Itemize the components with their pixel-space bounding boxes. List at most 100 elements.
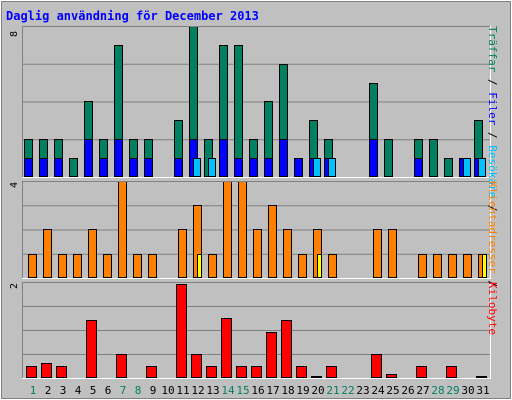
sites-bar-25 <box>388 229 397 278</box>
kbytes-ymax-label: 2 <box>9 283 20 289</box>
x-tick-label-30: 30 <box>461 384 474 397</box>
panel-sites-right-label-part: Klientadresser <box>486 181 499 274</box>
x-tick-label-20: 20 <box>311 384 324 397</box>
chart-title: Daglig användning för December 2013 <box>6 9 259 23</box>
sites-bar-29 <box>448 254 457 278</box>
x-tick-label-3: 3 <box>60 384 67 397</box>
sites-bar-27 <box>418 254 427 278</box>
kbytes-bar-19 <box>296 366 307 378</box>
sites-bar-30 <box>463 254 472 278</box>
sites-bar-13 <box>208 254 217 278</box>
x-tick-label-10: 10 <box>161 384 174 397</box>
x-tick-label-1: 1 <box>30 384 37 397</box>
bars <box>24 26 487 378</box>
sites-bar-11 <box>178 229 187 278</box>
x-tick-label-25: 25 <box>386 384 399 397</box>
x-tick-label-14: 14 <box>221 384 235 397</box>
files-bar-11 <box>174 158 183 177</box>
gridlines <box>22 63 490 355</box>
kbytes-bar-17 <box>266 332 277 378</box>
x-tick-label-8: 8 <box>135 384 142 397</box>
panel-hits-right-label-part: Träffar <box>486 26 499 73</box>
files-bar-3 <box>54 158 63 177</box>
sites-ymax-label: 4 <box>9 182 20 188</box>
hits-bar-15 <box>234 45 243 177</box>
files-bar-27 <box>414 158 423 177</box>
kbytes-bar-20 <box>311 376 322 378</box>
visits-bar-20 <box>313 158 321 177</box>
sites-bar-7 <box>118 181 127 278</box>
files-bar-14 <box>219 139 228 177</box>
kbytes-bar-31 <box>476 376 487 378</box>
x-tick-label-23: 23 <box>356 384 369 397</box>
sites-bar-4 <box>73 254 82 278</box>
visits-bar-30 <box>463 158 471 177</box>
hits-bar-29 <box>444 158 453 177</box>
sites-bar-17 <box>268 205 277 278</box>
sites-alt-bar-20 <box>317 254 322 278</box>
files-bar-7 <box>114 139 123 177</box>
kbytes-bar-3 <box>56 366 67 378</box>
sites-alt-bar-12 <box>197 254 202 278</box>
x-tick-label-18: 18 <box>281 384 294 397</box>
sites-bar-14 <box>223 181 232 278</box>
kbytes-bar-21 <box>326 366 337 378</box>
files-bar-17 <box>264 158 273 177</box>
panel-kbytes-right-label-part: Kilobyte <box>486 282 499 335</box>
sites-bar-28 <box>433 254 442 278</box>
x-tick-label-22: 22 <box>341 384 354 397</box>
kbytes-bar-12 <box>191 354 202 378</box>
x-tick-label-9: 9 <box>150 384 157 397</box>
files-bar-1 <box>24 158 33 177</box>
right-labels: Träffar / Filer / Besökare / Klientadres… <box>486 26 499 335</box>
sites-bar-16 <box>253 229 262 278</box>
kbytes-bar-2 <box>41 363 52 378</box>
kbytes-bar-5 <box>86 320 97 378</box>
files-bar-8 <box>129 158 138 177</box>
x-tick-label-12: 12 <box>191 384 204 397</box>
sites-bar-24 <box>373 229 382 278</box>
x-tick-label-27: 27 <box>416 384 429 397</box>
kbytes-bar-27 <box>416 366 427 378</box>
sites-alt-bar-31 <box>482 254 487 278</box>
files-bar-16 <box>249 158 258 177</box>
x-tick-labels: 1 2 3 4 5 6 7 8 9 10 11 12 13 14 15 16 17 18 19 20 21 22 23 24 2… <box>30 384 490 397</box>
x-tick-label-15: 15 <box>236 384 249 397</box>
x-tick-label-16: 16 <box>251 384 264 397</box>
visits-bar-31 <box>478 158 486 177</box>
x-tick-label-5: 5 <box>90 384 97 397</box>
sites-bar-8 <box>133 254 142 278</box>
kbytes-bar-14 <box>221 318 232 378</box>
panel-sites-right-label-part: / <box>486 274 499 287</box>
files-bar-19 <box>294 158 303 177</box>
sites-bar-18 <box>283 229 292 278</box>
x-tick-label-29: 29 <box>446 384 459 397</box>
panel-hits-right-label-part: / <box>486 72 499 92</box>
x-tick-label-26: 26 <box>401 384 414 397</box>
panel-sites-right-label: Klientadresser / <box>486 181 499 287</box>
sites-bar-2 <box>43 229 52 278</box>
panel-hits-right-label-part: Filer <box>486 92 499 125</box>
sites-bar-9 <box>148 254 157 278</box>
hits-ymax-label: 8 <box>9 31 20 37</box>
kbytes-bar-18 <box>281 320 292 378</box>
x-tick-label-7: 7 <box>120 384 127 397</box>
panel-hits-right-label-part: Besökare <box>486 145 499 198</box>
sites-bar-21 <box>328 254 337 278</box>
x-tick-label-4: 4 <box>75 384 82 397</box>
visits-bar-12 <box>193 158 201 177</box>
panel-kbytes-right-label: Kilobyte <box>486 282 499 335</box>
files-bar-18 <box>279 139 288 177</box>
visits-bar-21 <box>328 158 336 177</box>
sites-bar-19 <box>298 254 307 278</box>
kbytes-bar-13 <box>206 366 217 378</box>
kbytes-bar-25 <box>386 374 397 378</box>
hits-bar-4 <box>69 158 78 177</box>
files-bar-2 <box>39 158 48 177</box>
sites-bar-3 <box>58 254 67 278</box>
files-bar-9 <box>144 158 153 177</box>
sites-bar-1 <box>28 254 37 278</box>
x-tick-label-19: 19 <box>296 384 309 397</box>
